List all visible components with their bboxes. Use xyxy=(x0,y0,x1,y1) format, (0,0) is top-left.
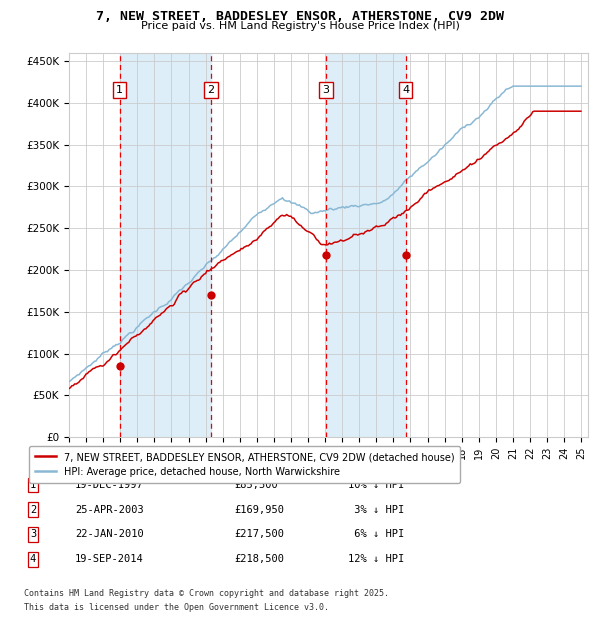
Text: 25-APR-2003: 25-APR-2003 xyxy=(75,505,144,515)
Text: £169,950: £169,950 xyxy=(234,505,284,515)
Text: 12% ↓ HPI: 12% ↓ HPI xyxy=(348,554,404,564)
Text: 2: 2 xyxy=(30,505,36,515)
Text: Contains HM Land Registry data © Crown copyright and database right 2025.: Contains HM Land Registry data © Crown c… xyxy=(24,589,389,598)
Text: This data is licensed under the Open Government Licence v3.0.: This data is licensed under the Open Gov… xyxy=(24,603,329,612)
Text: £217,500: £217,500 xyxy=(234,529,284,539)
Text: 4: 4 xyxy=(402,86,409,95)
Text: 19-DEC-1997: 19-DEC-1997 xyxy=(75,480,144,490)
Text: £218,500: £218,500 xyxy=(234,554,284,564)
Bar xyxy=(326,53,406,437)
Legend: 7, NEW STREET, BADDESLEY ENSOR, ATHERSTONE, CV9 2DW (detached house), HPI: Avera: 7, NEW STREET, BADDESLEY ENSOR, ATHERSTO… xyxy=(29,446,460,483)
Text: 1: 1 xyxy=(30,480,36,490)
Text: 1: 1 xyxy=(116,86,123,95)
Text: 4: 4 xyxy=(30,554,36,564)
Text: 2: 2 xyxy=(208,86,214,95)
Text: 7, NEW STREET, BADDESLEY ENSOR, ATHERSTONE, CV9 2DW: 7, NEW STREET, BADDESLEY ENSOR, ATHERSTO… xyxy=(96,10,504,23)
Text: 3: 3 xyxy=(323,86,329,95)
Text: 19-SEP-2014: 19-SEP-2014 xyxy=(75,554,144,564)
Text: Price paid vs. HM Land Registry's House Price Index (HPI): Price paid vs. HM Land Registry's House … xyxy=(140,21,460,31)
Bar xyxy=(119,53,211,437)
Text: £85,500: £85,500 xyxy=(234,480,278,490)
Text: 10% ↓ HPI: 10% ↓ HPI xyxy=(348,480,404,490)
Text: 6% ↓ HPI: 6% ↓ HPI xyxy=(348,529,404,539)
Text: 22-JAN-2010: 22-JAN-2010 xyxy=(75,529,144,539)
Text: 3% ↓ HPI: 3% ↓ HPI xyxy=(348,505,404,515)
Text: 3: 3 xyxy=(30,529,36,539)
